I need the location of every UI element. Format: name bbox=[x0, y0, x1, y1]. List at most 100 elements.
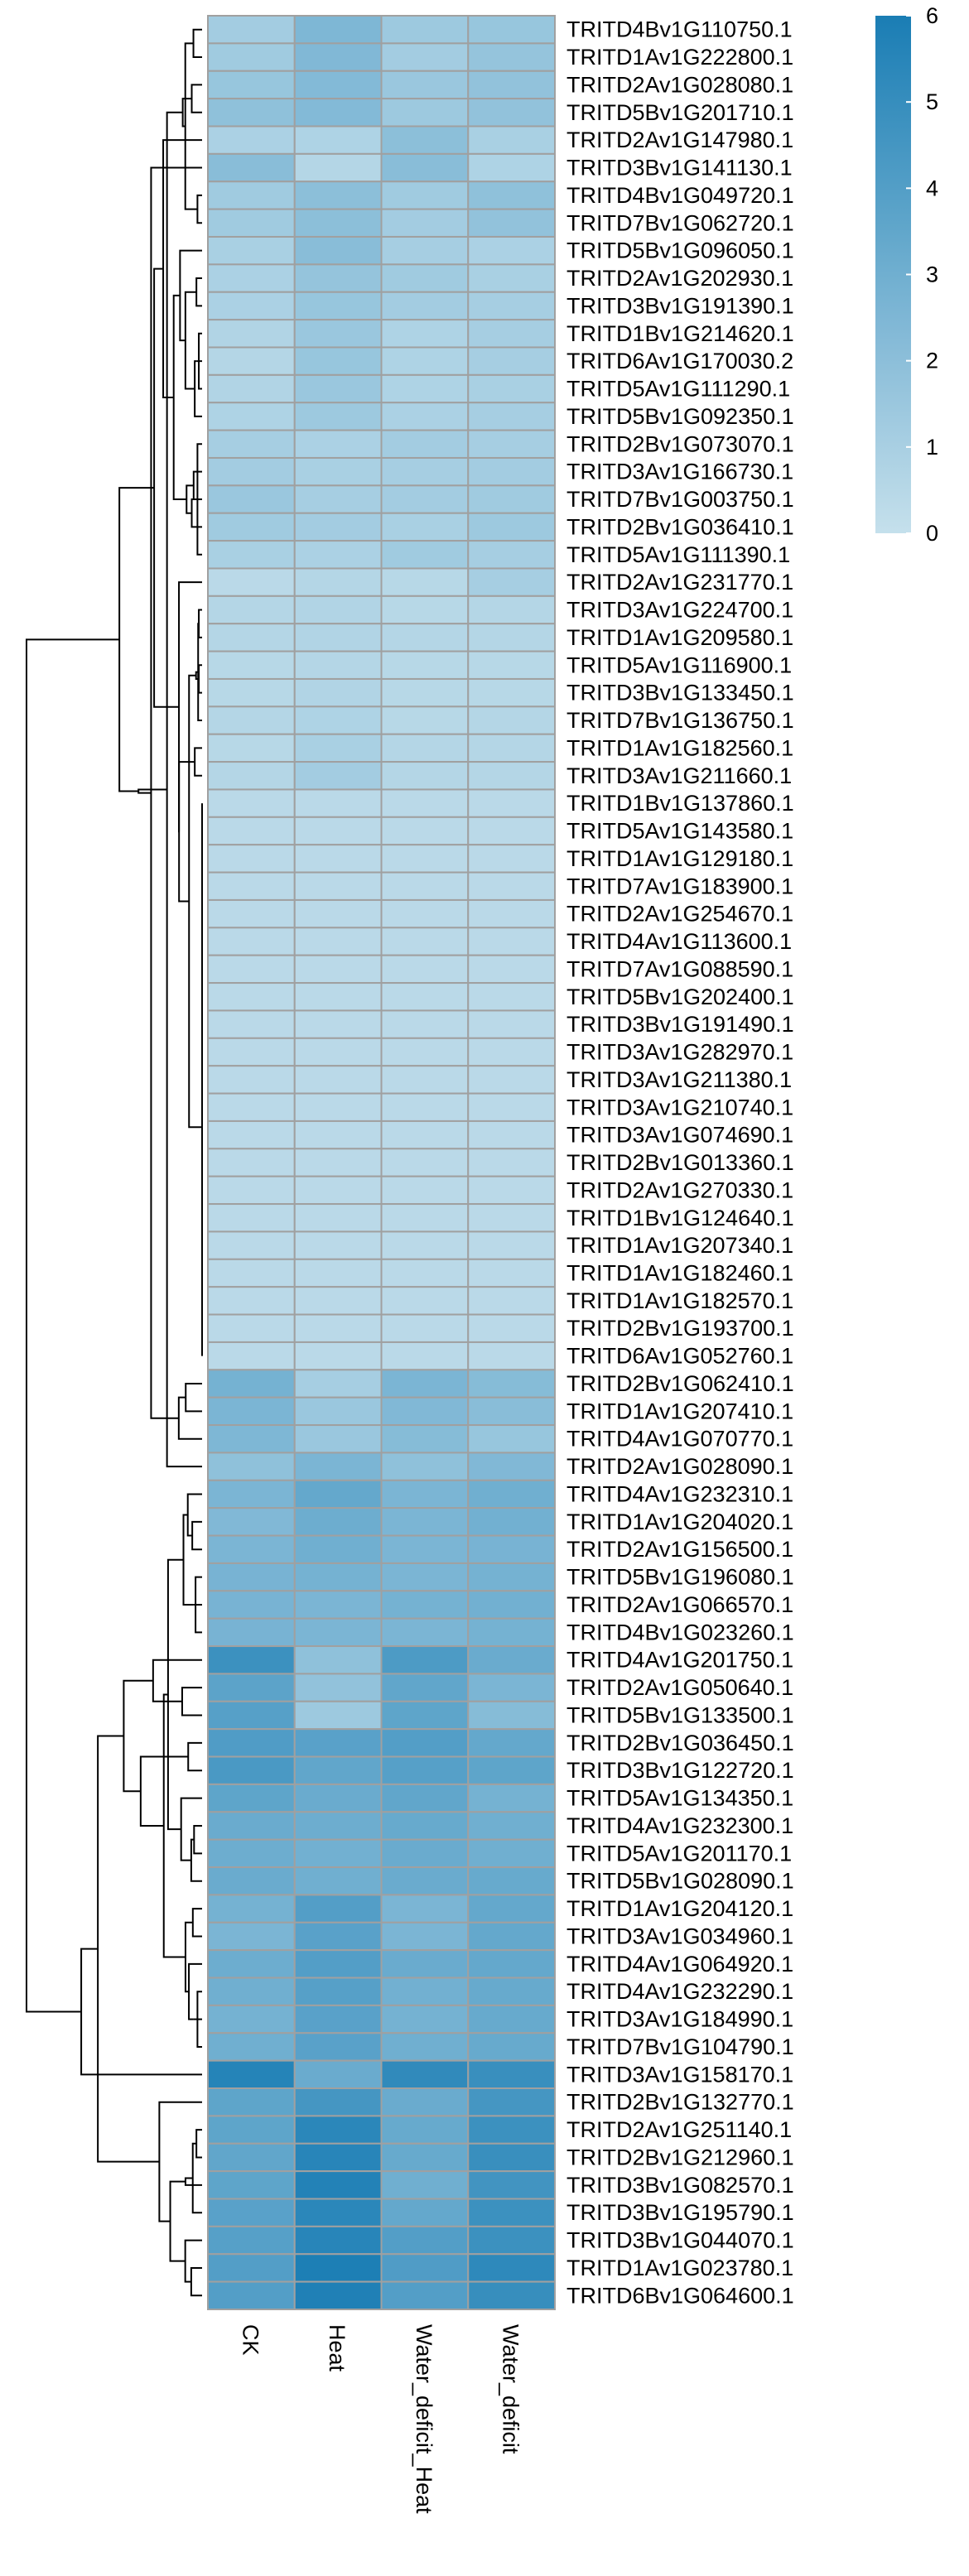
heatmap-cell bbox=[380, 1175, 470, 1206]
heatmap-cell bbox=[467, 1838, 556, 1869]
heatmap-cell bbox=[293, 1313, 383, 1343]
row-label: TRITD6Av1G170030.2 bbox=[566, 349, 793, 373]
heatmap-cell bbox=[293, 1866, 383, 1896]
heatmap-cell bbox=[467, 2253, 556, 2283]
heatmap-cell bbox=[467, 2115, 556, 2145]
row-label: TRITD3Bv1G191490.1 bbox=[566, 1012, 794, 1037]
row-label: TRITD6Bv1G064600.1 bbox=[566, 2283, 794, 2308]
heatmap-cell bbox=[380, 208, 470, 238]
dendrogram-branch bbox=[97, 1735, 160, 2163]
heatmap-cell bbox=[293, 402, 383, 431]
dendrogram-branch bbox=[177, 1396, 202, 1440]
heatmap-cell bbox=[380, 1949, 470, 1979]
heatmap-cell bbox=[207, 1700, 296, 1731]
row-label: TRITD4Bv1G023260.1 bbox=[566, 1620, 794, 1644]
heatmap-cell bbox=[293, 1977, 383, 2006]
heatmap-cell bbox=[207, 1203, 296, 1233]
heatmap-cell bbox=[467, 567, 556, 597]
row-label: TRITD3Av1G211380.1 bbox=[566, 1067, 792, 1092]
heatmap-cell bbox=[293, 1894, 383, 1924]
dendrogram-branch bbox=[192, 28, 202, 59]
heatmap-cell bbox=[380, 1921, 470, 1952]
heatmap-cell bbox=[207, 235, 296, 266]
heatmap-cell bbox=[207, 1258, 296, 1288]
heatmap-cell bbox=[380, 1700, 470, 1731]
row-label: TRITD2Bv1G132770.1 bbox=[566, 2090, 794, 2115]
heatmap-cell bbox=[207, 263, 296, 293]
dendrogram-branch bbox=[181, 98, 192, 128]
heatmap-cell bbox=[380, 512, 470, 542]
row-label: TRITD5Av1G111390.1 bbox=[566, 542, 790, 567]
row-label: TRITD5Av1G143580.1 bbox=[566, 819, 793, 844]
heatmap-cell bbox=[207, 70, 296, 100]
heatmap-cell bbox=[380, 2004, 470, 2034]
heatmap-cell bbox=[467, 1175, 556, 1206]
heatmap-cell bbox=[380, 1037, 470, 1067]
heatmap-cell bbox=[293, 1452, 383, 1481]
heatmap-cell bbox=[380, 540, 470, 570]
heatmap-cell bbox=[293, 1783, 383, 1813]
heatmap-cell bbox=[380, 1811, 470, 1841]
heatmap-cell bbox=[293, 1700, 383, 1731]
row-label: TRITD7Bv1G136750.1 bbox=[566, 708, 794, 733]
row-label: TRITD5Av1G201170.1 bbox=[566, 1841, 792, 1866]
heatmap-cell bbox=[293, 1673, 383, 1702]
heatmap-cell bbox=[293, 1921, 383, 1952]
heatmap-cell bbox=[293, 844, 383, 874]
heatmap-cell bbox=[293, 1092, 383, 1122]
dendrogram-branch bbox=[186, 1493, 202, 1537]
heatmap-cell bbox=[207, 623, 296, 652]
heatmap-cell bbox=[380, 373, 470, 404]
heatmap-cell bbox=[207, 1811, 296, 1841]
column-label: CK bbox=[238, 2324, 263, 2356]
dendrogram-branch bbox=[184, 42, 198, 210]
row-label: TRITD4Av1G232290.1 bbox=[566, 1979, 793, 2004]
heatmap-cell bbox=[293, 42, 383, 72]
heatmap-cell bbox=[380, 1479, 470, 1509]
dendrogram-branch bbox=[150, 166, 202, 1419]
heatmap-cell bbox=[207, 2059, 296, 2090]
row-label: TRITD5Av1G134350.1 bbox=[566, 1786, 793, 1811]
heatmap-cell bbox=[293, 2087, 383, 2117]
heatmap-cell bbox=[467, 1783, 556, 1813]
heatmap-cell bbox=[467, 595, 556, 625]
row-label: TRITD3Bv1G044070.1 bbox=[566, 2228, 794, 2253]
heatmap-cell bbox=[467, 98, 556, 128]
colorbar-tick-label: 0 bbox=[926, 521, 938, 546]
heatmap-cell bbox=[467, 982, 556, 1012]
heatmap-cell bbox=[293, 982, 383, 1012]
heatmap-cell bbox=[467, 1645, 556, 1675]
heatmap-cell bbox=[467, 844, 556, 874]
row-label: TRITD4Bv1G049720.1 bbox=[566, 183, 794, 208]
row-label: TRITD3Av1G282970.1 bbox=[566, 1040, 793, 1065]
heatmap-cell bbox=[207, 1037, 296, 1067]
heatmap-cell bbox=[380, 1119, 470, 1150]
heatmap-cell bbox=[467, 429, 556, 459]
heatmap-cell bbox=[380, 1313, 470, 1343]
heatmap-cell bbox=[467, 1452, 556, 1481]
dendrogram-branch bbox=[118, 487, 155, 792]
dendrogram-branch bbox=[166, 1558, 184, 1831]
row-label: TRITD7Bv1G003750.1 bbox=[566, 487, 794, 512]
row-label: TRITD4Av1G070770.1 bbox=[566, 1427, 793, 1452]
heatmap-cell bbox=[207, 595, 296, 625]
heatmap-cell bbox=[380, 152, 470, 183]
row-dendrogram bbox=[26, 28, 203, 2297]
heatmap-cell bbox=[467, 1921, 556, 1952]
row-label: TRITD5Bv1G096050.1 bbox=[566, 238, 794, 263]
heatmap-cell bbox=[207, 1092, 296, 1122]
heatmap-cell bbox=[293, 1617, 383, 1648]
heatmap-cell bbox=[207, 1148, 296, 1177]
heatmap-cell bbox=[380, 1148, 470, 1177]
heatmap-cell bbox=[467, 319, 556, 349]
heatmap-cell bbox=[380, 1673, 470, 1702]
heatmap-cell bbox=[380, 844, 470, 874]
heatmap-cell bbox=[293, 540, 383, 570]
heatmap-cell bbox=[380, 2198, 470, 2227]
heatmap-cell bbox=[467, 2198, 556, 2227]
heatmap-cell bbox=[207, 1617, 296, 1648]
heatmap-cell bbox=[293, 1396, 383, 1427]
heatmap-cell bbox=[207, 319, 296, 349]
heatmap-cell bbox=[207, 125, 296, 155]
heatmap-cell bbox=[467, 2280, 556, 2310]
